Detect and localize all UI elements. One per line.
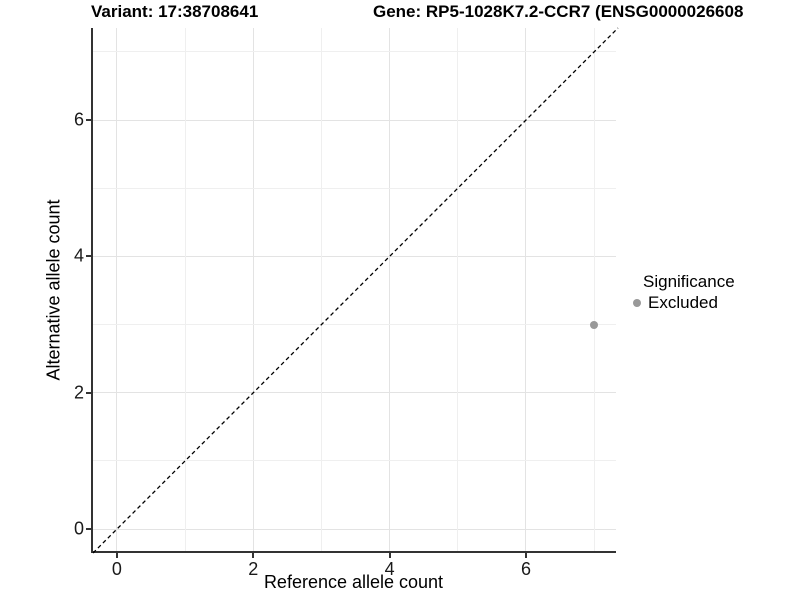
y-axis-tick-label: 4 — [73, 245, 84, 266]
legend-item-excluded: Excluded — [627, 293, 735, 313]
gridline-vertical-major — [389, 28, 391, 551]
legend-key-dot-icon — [633, 299, 641, 307]
gridline-vertical-minor — [457, 28, 459, 551]
legend-item-label: Excluded — [648, 293, 718, 312]
x-axis-tick-label: 4 — [384, 559, 395, 579]
gridline-vertical-major — [116, 28, 118, 551]
x-axis-tick — [524, 553, 527, 558]
y-axis-tick — [86, 119, 91, 122]
x-axis-tick — [252, 553, 255, 558]
gridline-horizontal-major — [93, 528, 616, 530]
gridline-horizontal-minor — [93, 324, 616, 326]
gridline-vertical-minor — [593, 28, 595, 551]
x-axis-tick-label: 0 — [111, 559, 122, 579]
legend-title: Significance — [643, 272, 735, 291]
gridline-horizontal-major — [93, 255, 616, 257]
identity-line-dashed — [92, 27, 619, 554]
x-axis-tick — [388, 553, 391, 558]
y-axis-tick — [86, 391, 91, 394]
y-axis-tick-label: 0 — [73, 518, 84, 539]
data-point — [590, 320, 599, 329]
gridline-vertical-major — [525, 28, 527, 551]
gridline-horizontal-minor — [93, 460, 616, 462]
legend: Significance Excluded — [627, 272, 735, 313]
gridline-vertical-major — [252, 28, 254, 551]
x-axis-tick-label: 2 — [248, 559, 259, 579]
gridline-horizontal-major — [93, 119, 616, 121]
gridline-horizontal-minor — [93, 187, 616, 189]
y-axis-tick-label: 6 — [73, 109, 84, 130]
x-axis-title: Reference allele count — [263, 572, 444, 592]
y-axis-tick — [86, 255, 91, 258]
x-axis-tick — [115, 553, 118, 558]
gridline-horizontal-major — [93, 392, 616, 394]
x-axis-tick-label: 6 — [520, 559, 531, 579]
gridline-vertical-minor — [320, 28, 322, 551]
plot-title-variant: Variant: 17:38708641 — [91, 2, 259, 21]
y-axis-title: Alternative allele count — [43, 199, 64, 381]
gridline-horizontal-minor — [93, 51, 616, 53]
gridline-vertical-minor — [184, 28, 186, 551]
plot-panel: 0 2 4 6 0 2 4 6 — [74, 27, 619, 579]
y-axis-tick — [86, 528, 91, 531]
plot-title-gene: Gene: RP5-1028K7.2-CCR7 (ENSG0000026608 — [373, 2, 744, 21]
y-axis-tick-label: 2 — [73, 382, 84, 403]
